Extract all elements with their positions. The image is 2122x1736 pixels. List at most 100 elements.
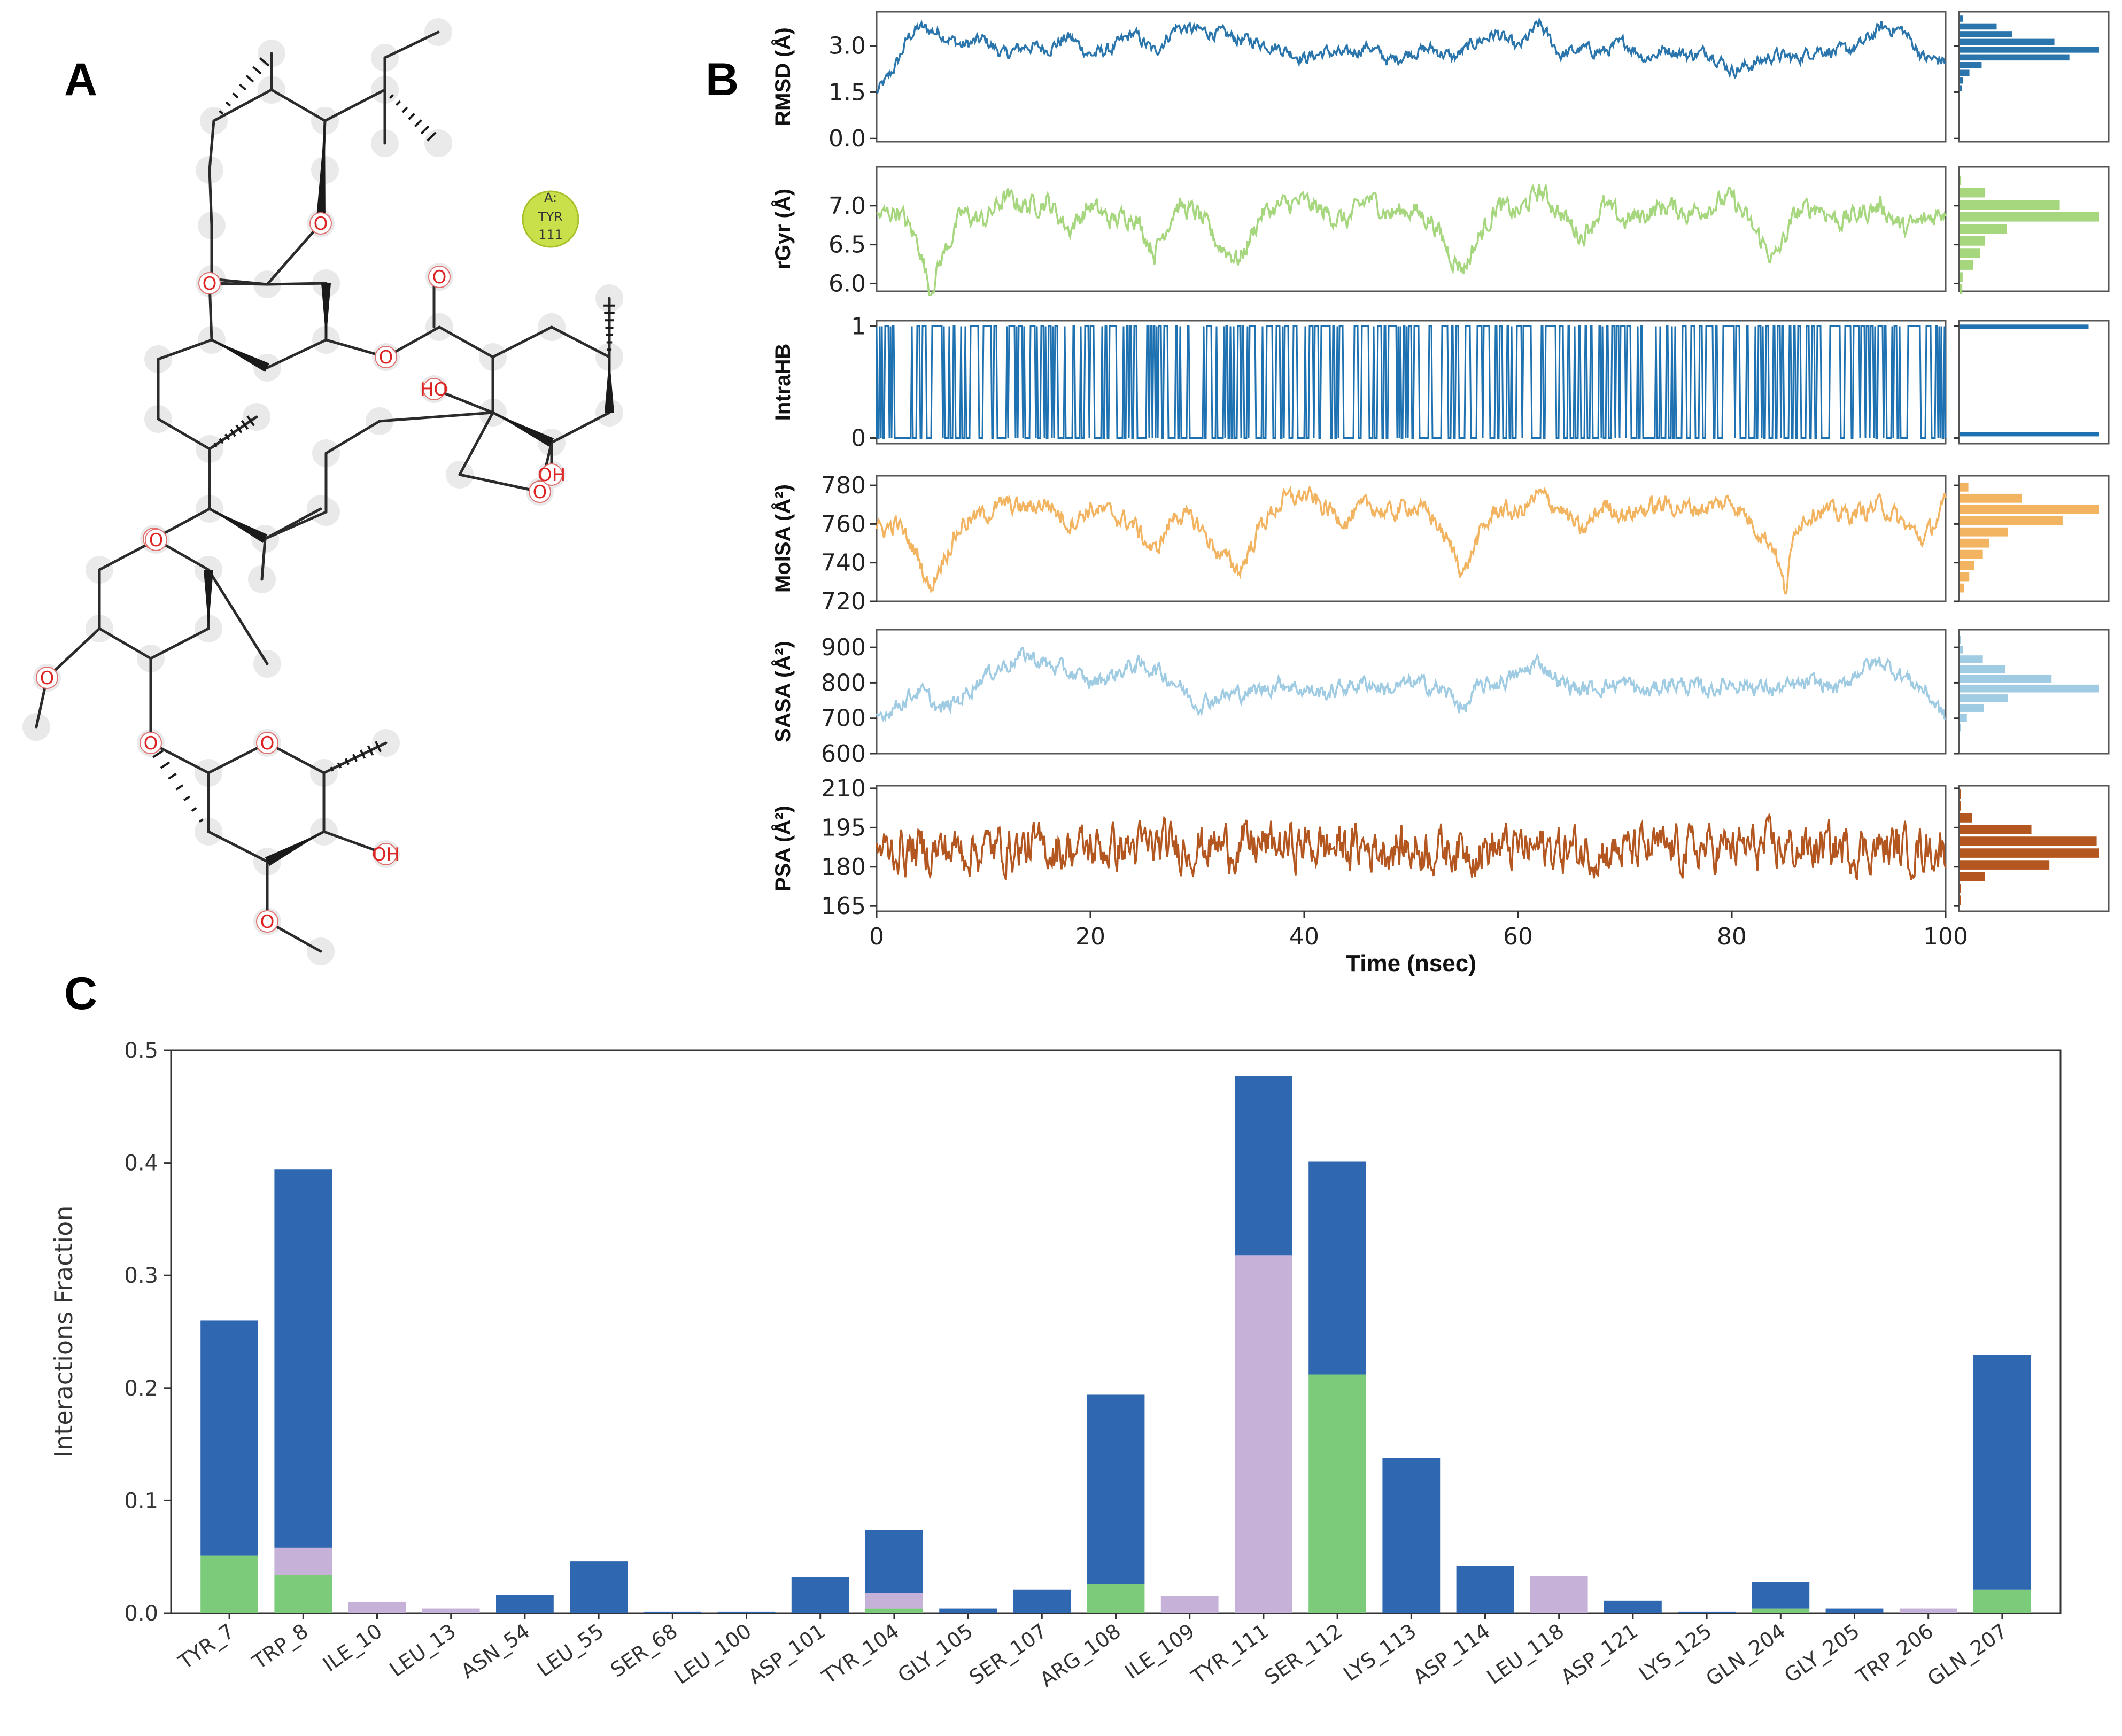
bar-segment-ionic [1530,1576,1588,1613]
y-tick-label: 3.0 [828,33,866,60]
wedge-bond [212,340,270,373]
bar-segment-ionic [865,1593,923,1609]
bar-segment-h-bonds [1308,1374,1366,1613]
molecule-bond [324,420,381,455]
hashed-bond [191,807,197,812]
molecule-bond [323,88,386,122]
interactions-bar-chart: 0.0 0.1 0.2 0.3 0.4 0.5 Interactions Fraction T… [49,1038,2062,1692]
bar-segment-water-bridges [1456,1565,1514,1613]
wedge-bond [493,413,554,447]
heteroatom-marker [375,843,397,865]
histogram-bar [1960,694,2008,702]
histogram-bar [1960,284,1963,294]
bar-segment-water-bridges [200,1320,258,1556]
atom-label: O [144,733,158,754]
category-label: TYR_104 [817,1619,903,1689]
heteroatom-marker [529,480,551,503]
hashed-bond [152,750,164,758]
histogram-bar [1960,636,1961,644]
hashed-bond [225,101,231,107]
hashed-bond [230,429,236,437]
hashed-bond [235,424,243,433]
hashed-bond [408,113,415,120]
category-label: LYS_125 [1635,1619,1716,1686]
histogram-bar [1960,505,2099,514]
molecule-bond [458,473,541,493]
hashed-bond [374,741,382,753]
molecule-diagram: OOOOOHOOHOOOOOHOO A: TYR 111 [22,18,623,965]
bar-segment-h-bonds [1752,1608,1810,1613]
molecule-bond [266,222,322,286]
y-axis-label: PSA (Å²) [771,805,795,892]
hashed-bond [246,415,255,427]
category-label: LEU_118 [1483,1619,1568,1688]
histogram-bar [1960,789,1961,799]
histogram-bar [1960,260,1973,270]
histogram-bar [1960,645,1963,654]
y-tick-label: 780 [821,472,866,499]
x-tick-label: 40 [1289,923,1319,950]
atom-label: O [203,273,217,294]
hashed-bond [241,420,249,430]
hashed-bond [389,94,394,99]
histogram-bar [1960,527,2008,537]
y-tick-label: 1 [851,313,866,340]
y-axis-label: RMSD (Å) [771,27,795,126]
category-label: GLN_204 [1701,1619,1790,1691]
wedge-bond [316,121,326,224]
bar-segment-water-bridges [939,1608,997,1613]
histogram-bar [1960,561,1974,570]
wedge-bond [605,357,614,413]
heteroatom-marker [140,732,162,754]
x-tick-label: 20 [1075,923,1105,950]
heteroatom-marker [256,732,278,754]
x-axis-label: Time (nsec) [1346,950,1476,976]
residue-number: 111 [538,227,563,242]
histogram-bar [1960,77,1963,84]
molecule-bond [491,326,553,359]
molecule-bond [157,417,211,451]
series-line [876,485,1947,595]
bar-segment-ionic [274,1547,332,1575]
heteroatom-marker [198,272,221,294]
atom-label: O [260,733,275,754]
series-rgyr: 6.0 6.5 7.0 rGyr (Å) [771,166,2110,297]
category-label: LYS_113 [1339,1619,1420,1686]
molecule-bond [550,326,611,359]
histogram [1960,482,2099,593]
molecule-bond [458,411,494,476]
atom-halo [424,129,452,157]
heteroatom-marker [428,266,451,288]
histogram-bar [1960,583,1964,593]
y-tick-label: 6.5 [828,231,866,259]
category-label: ASN_54 [456,1619,534,1683]
histogram-bar [1960,188,1985,198]
hashed-bond [337,762,342,769]
bar-segment-water-bridges [496,1595,554,1613]
category-label: LEU_55 [533,1619,608,1681]
y-tick-label: 0.2 [124,1376,158,1401]
molecule-bond [266,338,328,369]
bar-segment-h-bonds [1087,1584,1145,1613]
histogram [1960,175,2099,294]
molecule-bond [270,88,327,122]
plot-frame [876,11,1947,143]
y-tick-label: 800 [821,669,866,696]
histogram-bar [1960,236,1985,246]
plot-frame [876,475,1947,602]
molecule-bond [207,830,269,863]
atom-label: O [149,530,164,551]
hashed-bond [219,110,223,115]
atom-label: O [533,482,547,503]
panel-c-letter: C [64,968,97,1019]
hashed-bond [252,66,262,75]
histogram-bar [1960,655,1983,663]
histogram-frame [1958,11,2110,143]
bar-segment-ionic [422,1608,480,1613]
histogram-bar [1960,199,2060,210]
molecule-bond [383,30,440,59]
series-sasa: 600 700 800 900 SASA (Å²) [771,629,2110,768]
molecule-bond [378,411,494,423]
heteroatom-marker [540,463,563,486]
bar-segment-water-bridges [791,1577,849,1613]
